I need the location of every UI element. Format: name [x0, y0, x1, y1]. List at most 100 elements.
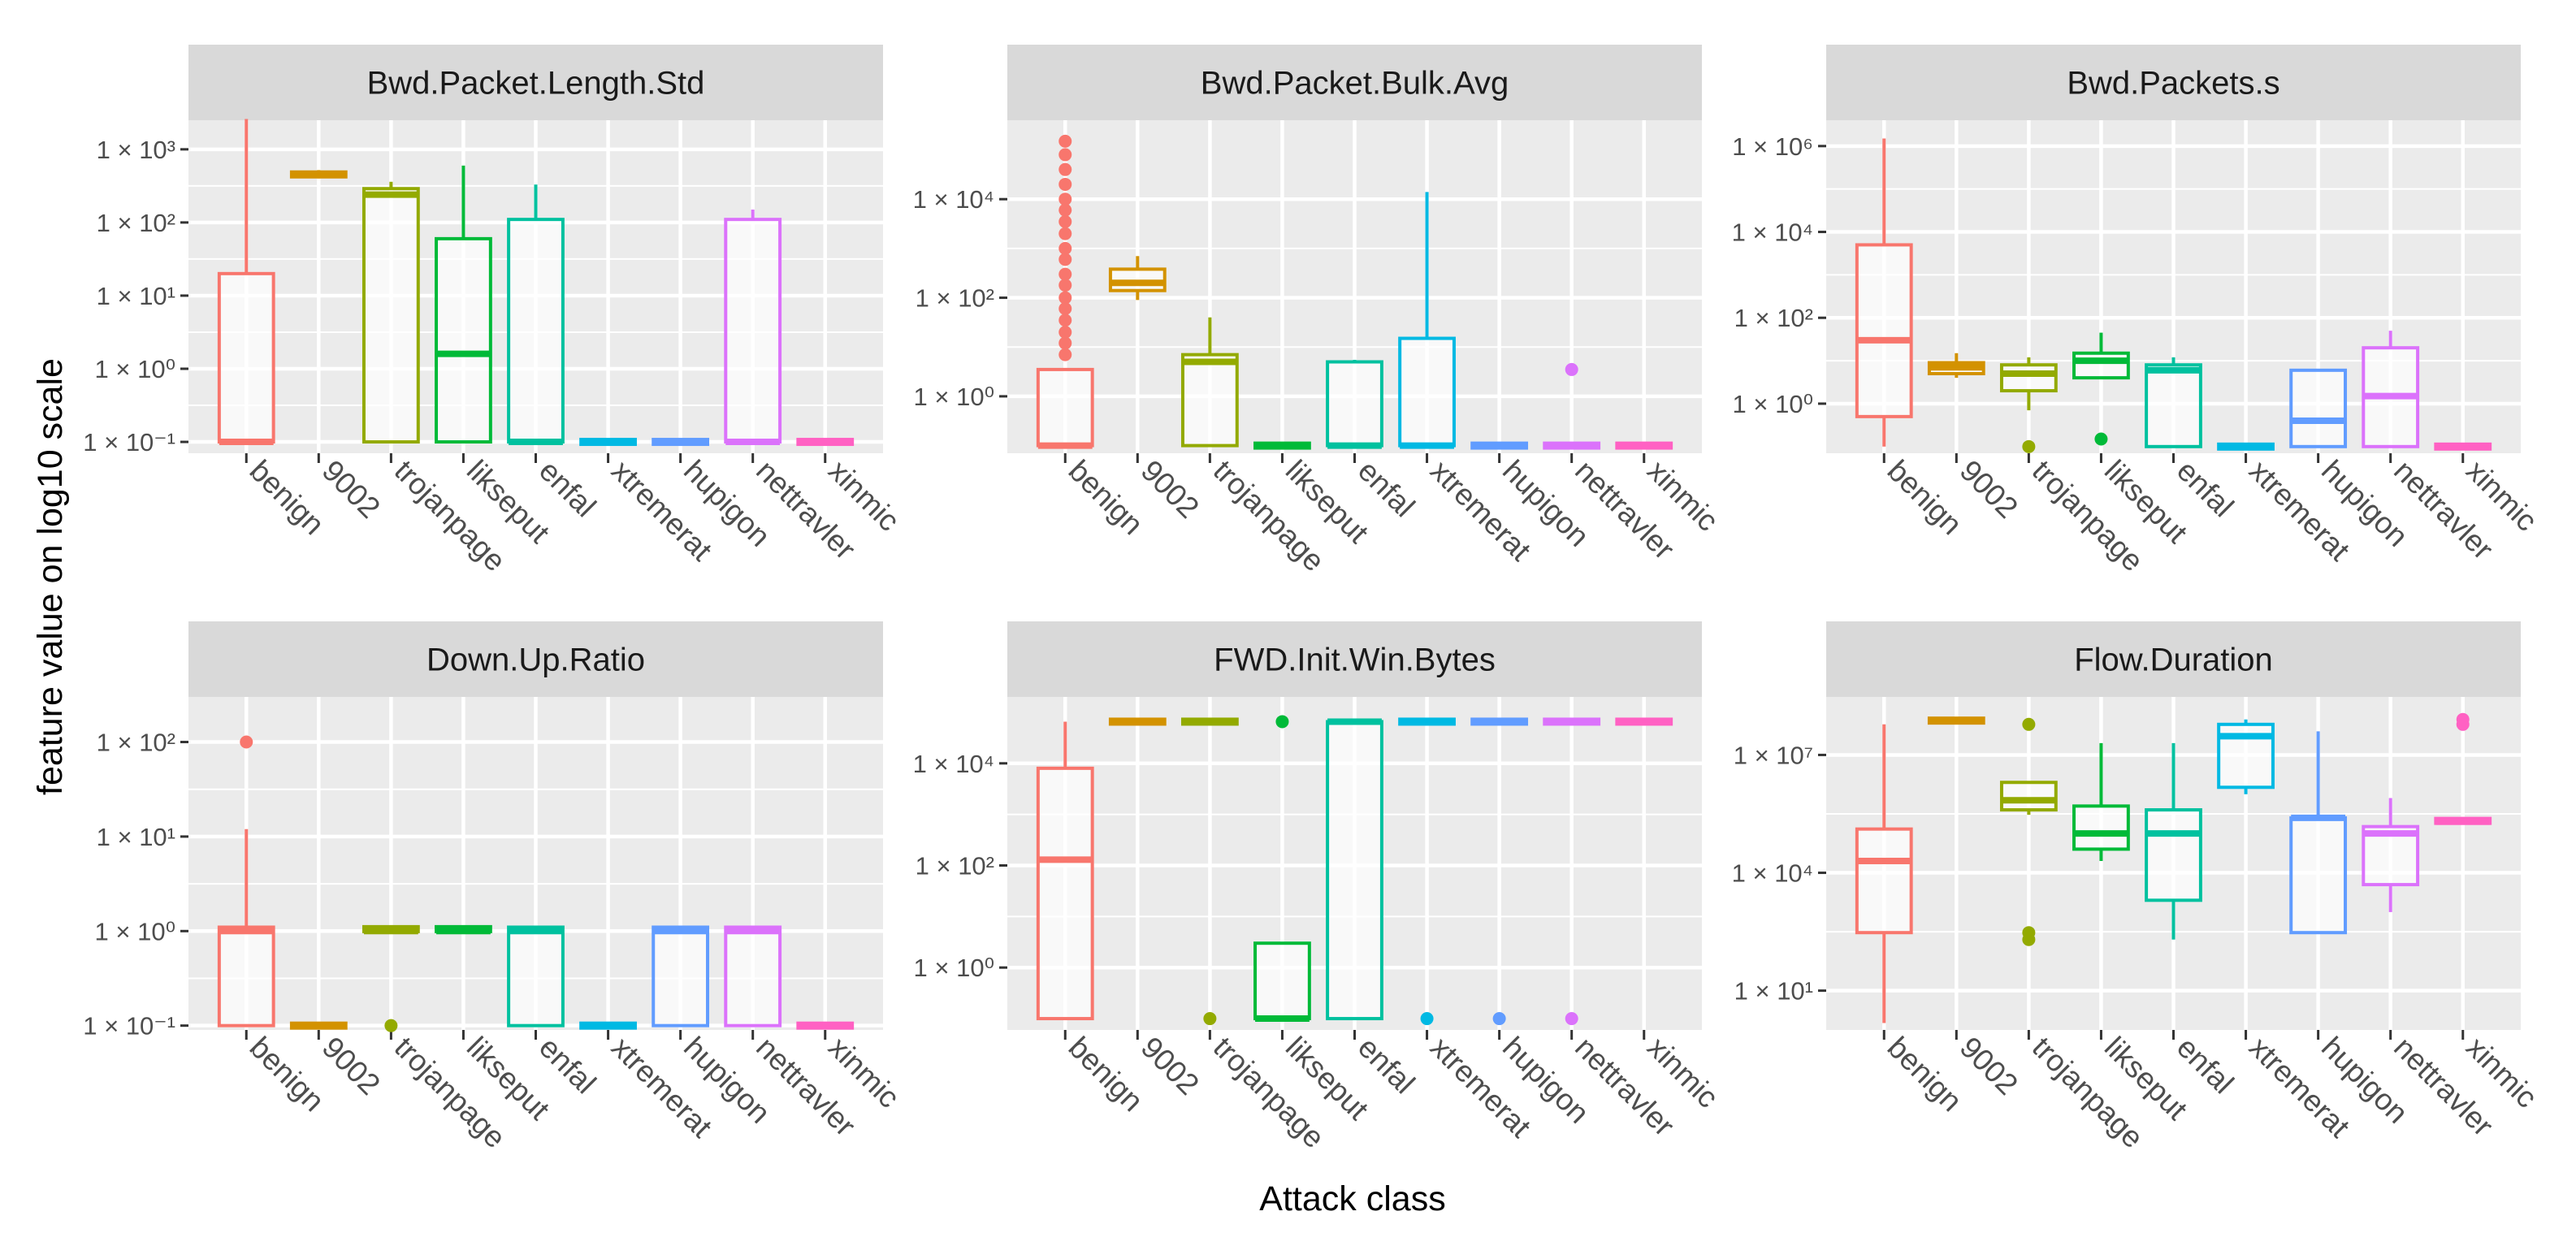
box-likseput [2072, 742, 2130, 861]
box-nettravler [724, 210, 782, 446]
box-nettravler [724, 925, 782, 1028]
y-tick-label: 1 × 10⁶ [1732, 132, 1813, 161]
box-hupigon [652, 925, 710, 1028]
outlier-point [2022, 926, 2036, 940]
box-iqr [1180, 353, 1239, 448]
box-iqr [362, 187, 420, 444]
outlier-point [1059, 325, 1072, 339]
box-iqr [507, 925, 565, 1028]
x-axis-title: Attack class [1259, 1179, 1445, 1218]
box-xtremerat [1398, 192, 1456, 449]
outlier-point [1059, 177, 1072, 191]
outlier-point [384, 1019, 398, 1032]
outlier-point [1059, 291, 1072, 305]
outlier-point [1565, 362, 1578, 376]
box-iqr [1326, 360, 1383, 448]
y-tick-label: 1 × 10⁻¹ [83, 428, 175, 456]
box-iqr [724, 218, 782, 444]
box-xinmic [796, 438, 855, 447]
y-tick-label: 1 × 10⁴ [913, 750, 994, 778]
y-tick-label: 1 × 10⁴ [1732, 218, 1813, 247]
y-tick-label: 1 × 10⁰ [914, 954, 994, 982]
outlier-point [1059, 348, 1072, 361]
y-tick-label: 1 × 10² [1734, 304, 1813, 332]
box-xtremerat [579, 438, 637, 447]
box-enfal [1326, 359, 1383, 449]
box-trojanpage [362, 924, 420, 1032]
y-tick-label: 1 × 10⁻¹ [83, 1012, 175, 1040]
box-trojanpage [1999, 717, 2058, 946]
box-iqr [435, 236, 492, 444]
box-likseput [435, 165, 492, 444]
box-iqr [1326, 720, 1383, 1021]
box-enfal [2145, 742, 2202, 940]
y-tick-label: 1 × 10¹ [97, 823, 175, 851]
box-hupigon [1470, 717, 1529, 1026]
box-benign [1036, 721, 1094, 1021]
box-enfal [507, 184, 565, 446]
panel-title: Down.Up.Ratio [426, 642, 645, 678]
outlier-point [1203, 1012, 1217, 1026]
outlier-point [1059, 279, 1072, 292]
box-xinmic [2434, 712, 2492, 825]
y-tick-label: 1 × 10⁰ [1733, 390, 1813, 418]
outlier-point [1059, 227, 1072, 240]
outlier-point [2022, 717, 2036, 731]
outlier-point [1420, 1012, 1434, 1026]
box-benign [1855, 724, 1913, 1023]
outlier-point [240, 735, 253, 749]
y-tick-label: 1 × 10¹ [1734, 977, 1813, 1006]
box-iqr [1253, 941, 1311, 1021]
box-xtremerat [1398, 717, 1456, 1026]
panel-title: Flow.Duration [2074, 642, 2273, 678]
outlier-point [1059, 267, 1072, 281]
y-tick-label: 1 × 10³ [97, 136, 175, 164]
box-likseput [1253, 715, 1311, 1023]
box-benign [217, 735, 275, 1028]
y-tick-label: 1 × 10² [916, 851, 994, 880]
box-benign [1036, 134, 1094, 449]
box-iqr [1855, 243, 1913, 418]
outlier-point [1059, 193, 1072, 206]
box-enfal [1326, 718, 1383, 1021]
box-trojanpage [1999, 357, 2058, 453]
box-iqr [1999, 363, 2058, 393]
y-tick-label: 1 × 10¹ [97, 282, 175, 310]
outlier-point [2022, 439, 2036, 453]
panel-title: Bwd.Packet.Bulk.Avg [1201, 66, 1509, 102]
box-iqr [2289, 816, 2348, 935]
panels-layer: Bwd.Packet.Length.Std 1 × 10⁻¹ 1 × 10⁰ 1 × … [83, 45, 2544, 1154]
box-hupigon [652, 438, 710, 447]
box-iqr [1999, 781, 2058, 812]
box-xtremerat [579, 1021, 637, 1030]
panel-strip [1826, 45, 2521, 120]
box-9002 [1927, 716, 1985, 725]
outlier-point [1059, 203, 1072, 217]
box-likseput [1253, 441, 1311, 450]
box-iqr [724, 925, 782, 1028]
y-tick-label: 1 × 10⁷ [1734, 741, 1813, 769]
box-iqr [2072, 804, 2130, 851]
box-iqr [2289, 368, 2348, 448]
box-xinmic [796, 1021, 855, 1030]
box-iqr [217, 271, 275, 444]
box-likseput [2072, 332, 2130, 446]
y-tick-label: 1 × 10⁰ [95, 917, 175, 945]
box-iqr [217, 925, 275, 1028]
box-9002 [1927, 353, 1985, 379]
y-tick-label: 1 × 10⁴ [913, 185, 994, 214]
box-likseput [435, 924, 492, 935]
box-iqr [1036, 367, 1094, 448]
box-xtremerat [2217, 719, 2275, 794]
box-iqr [652, 925, 710, 1028]
box-iqr [1855, 827, 1913, 935]
box-benign [217, 119, 275, 446]
box-iqr [1036, 766, 1094, 1021]
box-9002 [1108, 256, 1167, 301]
panel-title: Bwd.Packet.Length.Std [367, 66, 705, 102]
box-iqr [2145, 363, 2202, 448]
outlier-point [1059, 214, 1072, 228]
box-trojanpage [1180, 717, 1239, 1026]
outlier-point [1059, 253, 1072, 266]
